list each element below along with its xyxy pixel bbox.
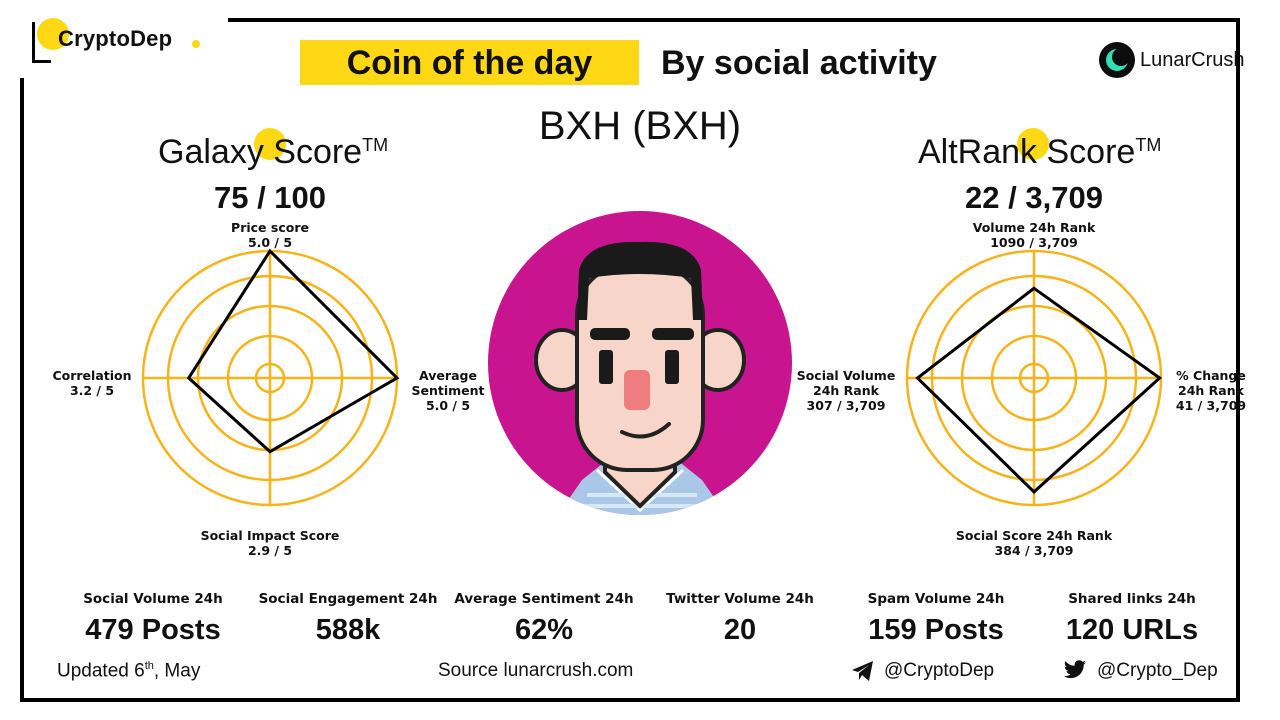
altrank-score-polygon: [915, 286, 1163, 494]
altrank-label-right: % Change 24h Rank 41 / 3,709: [1170, 368, 1252, 413]
logo-small-dot: [192, 40, 200, 48]
altrank-label-right-name1: % Change: [1176, 368, 1246, 383]
stat-label-spam-volume: Spam Volume 24h: [867, 591, 1005, 607]
galaxy-label-top-name: Price score: [231, 220, 309, 235]
stat-value-twitter-volume: 20: [723, 614, 757, 646]
stat-value-average-sentiment: 62%: [514, 614, 574, 646]
altrank-label-left-name1: Social Volume: [796, 368, 896, 383]
logo-bracket: [32, 22, 51, 63]
galaxy-score-title: Galaxy ScoreTM: [158, 133, 388, 172]
stat-value-spam-volume: 159 Posts: [868, 614, 1004, 646]
altrank-radar-rings: [905, 249, 1163, 507]
stat-value-shared-links: 120 URLs: [1065, 614, 1199, 646]
galaxy-label-right-name1: Average: [419, 368, 477, 383]
stat-label-average-sentiment: Average Sentiment 24h: [454, 591, 634, 607]
galaxy-label-right-value: 5.0 / 5: [425, 398, 471, 413]
altrank-label-left-name2: 24h Rank: [813, 383, 879, 398]
altrank-label-bottom-value: 384 / 3,709: [994, 543, 1074, 558]
altrank-tm: TM: [1135, 135, 1162, 155]
updated-sup: th: [144, 660, 154, 672]
coin-of-the-day-title: Coin of the day: [346, 44, 593, 82]
galaxy-radar-chart: [141, 248, 400, 507]
altrank-label-top-name: Volume 24h Rank: [972, 220, 1096, 235]
altrank-score-title: AltRank ScoreTM: [918, 133, 1161, 172]
altrank-label-top: Volume 24h Rank 1090 / 3,709: [954, 220, 1114, 250]
galaxy-label-right: Average Sentiment 5.0 / 5: [404, 368, 492, 413]
logo-yellow-dot: [37, 18, 69, 50]
updated-prefix: Updated 6: [57, 660, 145, 682]
partner-name: LunarCrush: [1140, 49, 1245, 71]
stat-label-social-volume: Social Volume 24h: [83, 591, 223, 607]
stat-label-social-engagement: Social Engagement 24h: [258, 591, 438, 607]
altrank-label-top-value: 1090 / 3,709: [990, 235, 1078, 250]
galaxy-label-left-name: Correlation: [52, 368, 132, 383]
galaxy-score-title-text: Galaxy Score: [158, 133, 363, 171]
coin-avatar: [488, 211, 792, 515]
coin-name: BXH (BXH): [538, 104, 742, 148]
coin-of-the-day-highlight: [300, 40, 639, 85]
telegram-handle[interactable]: @CryptoDep: [884, 660, 995, 681]
galaxy-label-left-value: 3.2 / 5: [69, 383, 115, 398]
galaxy-label-bottom: Social Impact Score 2.9 / 5: [170, 528, 370, 558]
stat-value-social-engagement: 588k: [315, 614, 381, 646]
altrank-label-right-name2: 24h Rank: [1178, 383, 1244, 398]
galaxy-label-bottom-name: Social Impact Score: [200, 528, 340, 543]
altrank-score-value: 22 / 3,709: [965, 180, 1103, 215]
twitter-handle[interactable]: @Crypto_Dep: [1097, 660, 1218, 681]
altrank-score-title-text: AltRank Score: [918, 133, 1136, 171]
lunarcrush-logo-icon: [1099, 42, 1135, 78]
galaxy-score-value: 75 / 100: [213, 180, 327, 215]
updated-suffix: , May: [153, 660, 201, 682]
galaxy-label-left: Correlation 3.2 / 5: [46, 368, 138, 398]
galaxy-label-top-value: 5.0 / 5: [247, 235, 293, 250]
altrank-yellow-dot: [1017, 128, 1049, 160]
galaxy-label-bottom-value: 2.9 / 5: [247, 543, 293, 558]
galaxy-tm: TM: [362, 135, 389, 155]
altrank-label-bottom: Social Score 24h Rank 384 / 3,709: [934, 528, 1134, 558]
stat-value-social-volume: 479 Posts: [85, 614, 221, 646]
updated-date: Updated 6th, May: [57, 660, 200, 682]
by-social-activity-title: By social activity: [661, 44, 937, 82]
twitter-icon: [1064, 660, 1086, 679]
galaxy-label-top: Price score 5.0 / 5: [200, 220, 340, 250]
altrank-label-bottom-name: Social Score 24h Rank: [955, 528, 1113, 543]
altrank-label-left: Social Volume 24h Rank 307 / 3,709: [796, 368, 896, 413]
altrank-label-left-value: 307 / 3,709: [806, 398, 886, 413]
galaxy-score-polygon: [186, 248, 400, 454]
galaxy-yellow-dot: [254, 128, 286, 160]
telegram-icon: [852, 661, 873, 681]
brand-name: CryptoDep: [58, 26, 173, 51]
poster-frame: [20, 18, 1240, 702]
galaxy-radar-rings: [141, 249, 399, 507]
source-text: Source lunarcrush.com: [438, 660, 634, 681]
galaxy-label-right-name2: Sentiment: [411, 383, 485, 398]
altrank-radar-chart: [905, 249, 1163, 507]
stat-label-twitter-volume: Twitter Volume 24h: [666, 591, 814, 607]
stat-label-shared-links: Shared links 24h: [1068, 591, 1196, 607]
altrank-label-right-value: 41 / 3,709: [1175, 398, 1247, 413]
